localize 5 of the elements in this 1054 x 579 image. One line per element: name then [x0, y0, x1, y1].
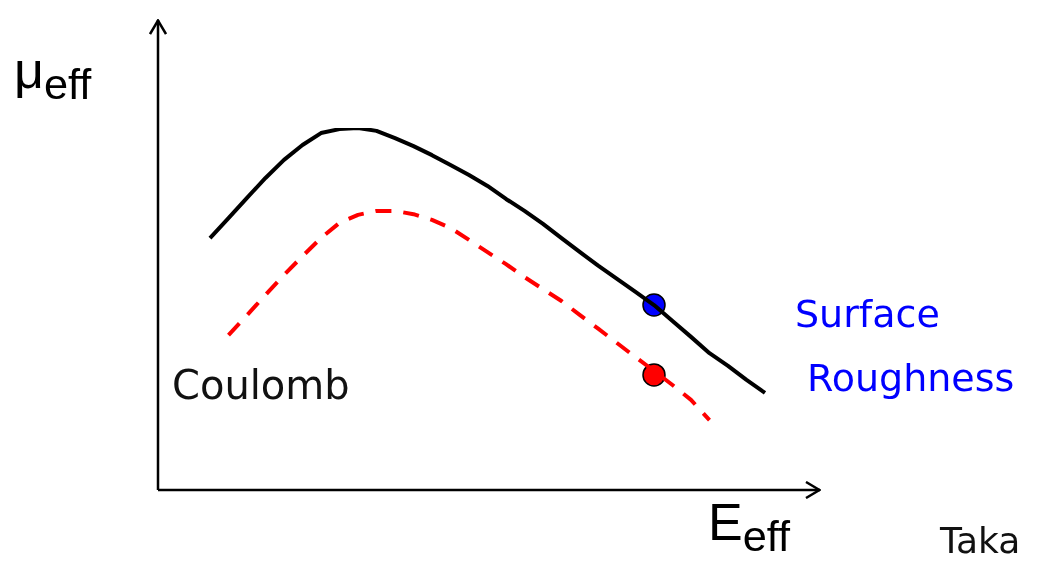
text: Surface Roughness — [795, 291, 1015, 400]
annotation: Coulomb — [172, 362, 350, 408]
text: Taka — [940, 520, 1021, 561]
x-axis-title: E$_{eff}$ — [708, 492, 791, 562]
y-axis-title: μ$_{eff}$ — [14, 40, 92, 110]
